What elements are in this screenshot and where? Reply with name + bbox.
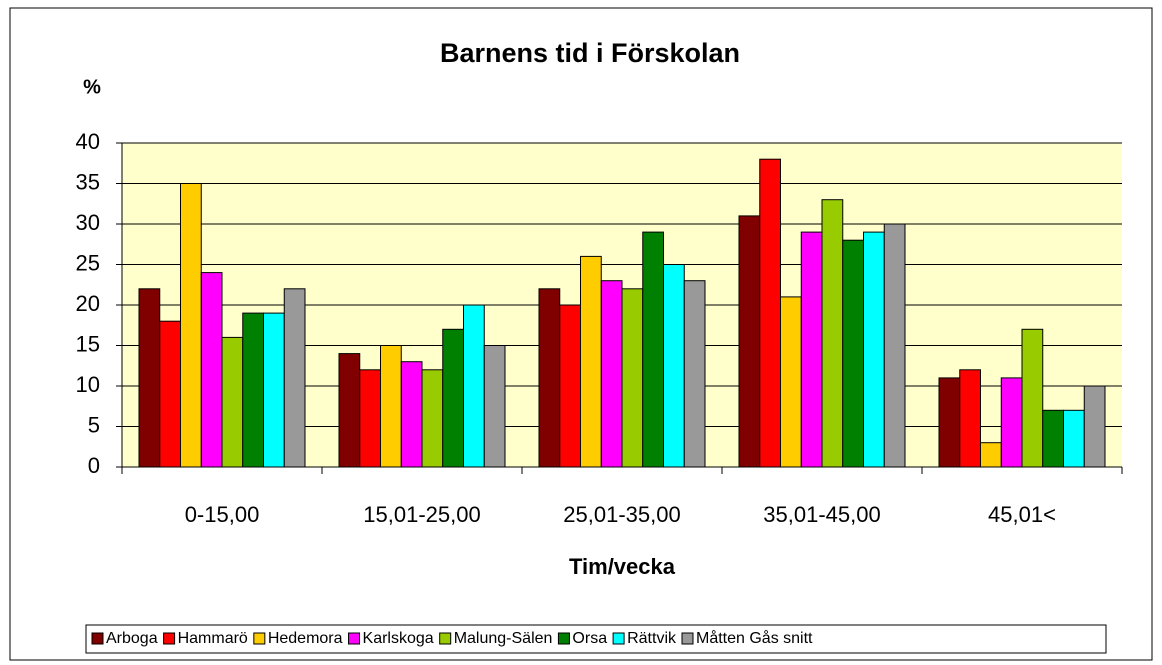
bar — [642, 231, 664, 468]
legend-swatch — [681, 632, 694, 645]
bar — [738, 215, 761, 468]
bar — [980, 442, 1002, 468]
x-axis-label: Tim/vecka — [569, 554, 676, 579]
y-tick-label: 15 — [76, 331, 100, 356]
x-tick-label: 45,01< — [988, 502, 1056, 527]
bar — [159, 320, 181, 468]
bar — [621, 288, 644, 468]
y-tick-label: 30 — [76, 210, 100, 235]
x-tick-label: 35,01-45,00 — [763, 502, 880, 527]
legend-label: Hedemora — [268, 630, 343, 647]
bar — [263, 312, 285, 468]
bar — [200, 272, 223, 468]
y-axis-label: % — [83, 76, 101, 98]
legend-label: Hammarö — [178, 630, 248, 647]
bar — [338, 353, 361, 468]
bar — [683, 280, 706, 468]
bar — [759, 158, 781, 468]
y-tick-label: 35 — [76, 169, 100, 194]
chart-title: Barnens tid i Förskolan — [440, 38, 740, 68]
bar — [1021, 328, 1044, 468]
y-tick-label: 10 — [76, 372, 100, 397]
legend-swatch — [91, 632, 104, 645]
bar — [180, 183, 202, 468]
bar — [138, 288, 161, 468]
bar — [883, 223, 906, 468]
bar — [442, 328, 464, 468]
legend-swatch — [163, 632, 176, 645]
legend-swatch — [557, 632, 570, 645]
bar — [863, 231, 885, 468]
y-tick-label: 40 — [76, 129, 100, 154]
bar — [421, 369, 444, 468]
bar — [938, 377, 961, 468]
bar — [821, 199, 844, 468]
bar — [663, 264, 685, 468]
legend-swatch — [612, 632, 625, 645]
legend-label: Måtten Gås snitt — [696, 629, 813, 647]
bar — [538, 288, 561, 468]
bar — [483, 345, 506, 468]
bar — [780, 296, 802, 468]
bar — [600, 280, 623, 468]
legend-label: Rättvik — [627, 630, 677, 647]
y-tick-label: 25 — [76, 250, 100, 275]
bar — [283, 288, 306, 468]
bar — [959, 369, 981, 468]
y-tick-label: 20 — [76, 291, 100, 316]
bar — [221, 336, 244, 468]
legend-swatch — [348, 632, 361, 645]
legend-label: Malung-Sälen — [454, 630, 553, 647]
bar — [380, 345, 402, 468]
legend-label: Orsa — [572, 630, 607, 647]
legend-swatch — [253, 632, 266, 645]
y-tick-label: 0 — [88, 453, 100, 478]
bar — [580, 255, 602, 468]
legend-swatch — [439, 632, 452, 645]
bar — [842, 239, 864, 468]
bar — [800, 231, 823, 468]
x-tick-label: 0-15,00 — [185, 502, 260, 527]
bar — [1063, 409, 1085, 468]
bar — [463, 304, 485, 468]
bar — [559, 304, 581, 468]
x-tick-label: 15,01-25,00 — [363, 502, 480, 527]
x-tick-label: 25,01-35,00 — [563, 502, 680, 527]
legend-label: Karlskoga — [363, 630, 434, 647]
bar — [359, 369, 381, 468]
bar — [242, 312, 264, 468]
bar — [400, 361, 423, 468]
bar — [1000, 377, 1023, 468]
bar — [1083, 385, 1106, 468]
y-tick-label: 5 — [88, 412, 100, 437]
legend-label: Arboga — [106, 630, 158, 647]
bar — [1042, 409, 1064, 468]
